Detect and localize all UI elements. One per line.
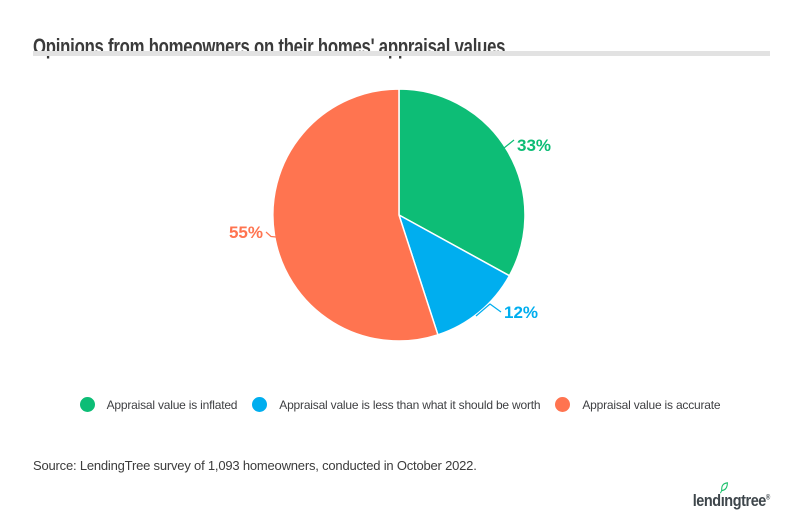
pie-label-inflated: 33% [517,136,551,155]
pie-label-less-than: 12% [504,303,538,322]
pie-chart: 33% 12% 55% [229,88,551,342]
leader-line-inflated [503,139,515,149]
logo-dotless-i: ı [720,491,724,510]
registered-mark: ® [765,494,770,502]
pie-slice-inflated [398,88,526,277]
leader-line-less-than [475,303,502,317]
legend-dot-accurate [555,397,571,412]
legend-item-inflated: Appraisal value is inflated [79,397,238,412]
legend-dot-less-than [252,397,268,412]
logo-letter-i: ı [719,482,728,511]
pie-slices [272,88,526,342]
legend-label-accurate: Appraisal value is accurate [582,397,721,412]
leaf-icon [719,482,728,494]
source-note: Source: LendingTree survey of 1,093 home… [33,458,477,473]
legend-item-accurate: Appraisal value is accurate [555,397,721,412]
legend-label-less-than: Appraisal value is less than what it sho… [279,397,541,412]
legend-dot-inflated [79,397,95,412]
logo-text-post: ngtree [723,491,766,510]
pie-label-accurate: 55% [229,223,263,242]
pie-slice-less-than [398,214,511,336]
legend-item-less-than: Appraisal value is less than what it sho… [252,397,541,412]
lendingtree-logo: lendı ngtree® [692,482,770,511]
chart-legend: Appraisal value is inflated Appraisal va… [0,397,800,412]
leader-line-accurate [265,231,277,238]
logo-text-pre: lend [692,491,721,510]
title-divider [33,51,770,56]
pie-slice-accurate [272,88,439,342]
legend-label-inflated: Appraisal value is inflated [106,397,238,412]
